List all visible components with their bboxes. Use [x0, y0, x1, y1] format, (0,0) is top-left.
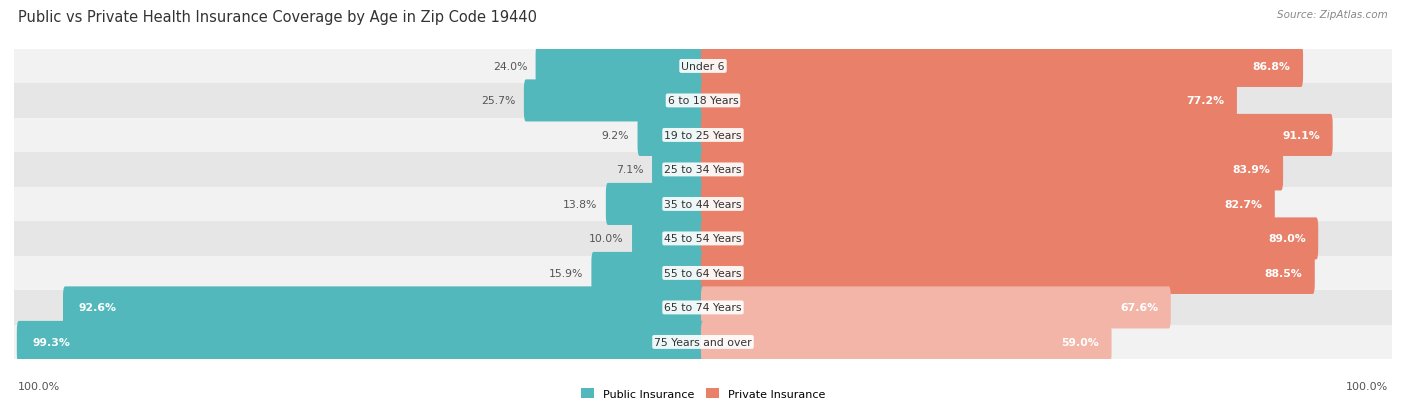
Text: 7.1%: 7.1% — [616, 165, 644, 175]
Text: Under 6: Under 6 — [682, 62, 724, 72]
Bar — [14, 222, 1392, 256]
FancyBboxPatch shape — [633, 218, 704, 260]
Text: 24.0%: 24.0% — [494, 62, 527, 72]
Text: 19 to 25 Years: 19 to 25 Years — [664, 131, 742, 140]
FancyBboxPatch shape — [63, 287, 704, 329]
FancyBboxPatch shape — [702, 80, 1237, 122]
Text: 9.2%: 9.2% — [602, 131, 630, 140]
Text: 6 to 18 Years: 6 to 18 Years — [668, 96, 738, 106]
Text: 100.0%: 100.0% — [18, 381, 60, 391]
Bar — [14, 119, 1392, 153]
Bar — [14, 187, 1392, 222]
Text: Public vs Private Health Insurance Coverage by Age in Zip Code 19440: Public vs Private Health Insurance Cover… — [18, 10, 537, 25]
Text: 89.0%: 89.0% — [1268, 234, 1306, 244]
Text: 91.1%: 91.1% — [1282, 131, 1320, 140]
FancyBboxPatch shape — [592, 252, 704, 294]
FancyBboxPatch shape — [702, 218, 1319, 260]
FancyBboxPatch shape — [702, 114, 1333, 157]
FancyBboxPatch shape — [524, 80, 704, 122]
Text: 59.0%: 59.0% — [1062, 337, 1099, 347]
Text: 100.0%: 100.0% — [1346, 381, 1388, 391]
FancyBboxPatch shape — [536, 46, 704, 88]
Text: 83.9%: 83.9% — [1233, 165, 1271, 175]
Text: Source: ZipAtlas.com: Source: ZipAtlas.com — [1277, 10, 1388, 20]
FancyBboxPatch shape — [637, 114, 704, 157]
Bar — [14, 290, 1392, 325]
Text: 86.8%: 86.8% — [1253, 62, 1291, 72]
Text: 13.8%: 13.8% — [564, 199, 598, 209]
Text: 77.2%: 77.2% — [1187, 96, 1225, 106]
Text: 25.7%: 25.7% — [481, 96, 516, 106]
Bar — [14, 325, 1392, 359]
Text: 15.9%: 15.9% — [548, 268, 583, 278]
FancyBboxPatch shape — [702, 46, 1303, 88]
Text: 75 Years and over: 75 Years and over — [654, 337, 752, 347]
Text: 55 to 64 Years: 55 to 64 Years — [664, 268, 742, 278]
FancyBboxPatch shape — [702, 287, 1171, 329]
Bar — [14, 153, 1392, 187]
Text: 82.7%: 82.7% — [1225, 199, 1263, 209]
FancyBboxPatch shape — [702, 149, 1284, 191]
Legend: Public Insurance, Private Insurance: Public Insurance, Private Insurance — [576, 384, 830, 404]
Bar — [14, 84, 1392, 119]
FancyBboxPatch shape — [652, 149, 704, 191]
Text: 35 to 44 Years: 35 to 44 Years — [664, 199, 742, 209]
Text: 67.6%: 67.6% — [1121, 303, 1159, 313]
Text: 92.6%: 92.6% — [79, 303, 117, 313]
Bar — [14, 50, 1392, 84]
Text: 45 to 54 Years: 45 to 54 Years — [664, 234, 742, 244]
FancyBboxPatch shape — [17, 321, 704, 363]
Text: 88.5%: 88.5% — [1264, 268, 1302, 278]
Text: 65 to 74 Years: 65 to 74 Years — [664, 303, 742, 313]
Text: 25 to 34 Years: 25 to 34 Years — [664, 165, 742, 175]
Bar — [14, 256, 1392, 290]
FancyBboxPatch shape — [702, 321, 1112, 363]
Text: 10.0%: 10.0% — [589, 234, 624, 244]
FancyBboxPatch shape — [702, 252, 1315, 294]
FancyBboxPatch shape — [606, 183, 704, 225]
FancyBboxPatch shape — [702, 183, 1275, 225]
Text: 99.3%: 99.3% — [32, 337, 70, 347]
